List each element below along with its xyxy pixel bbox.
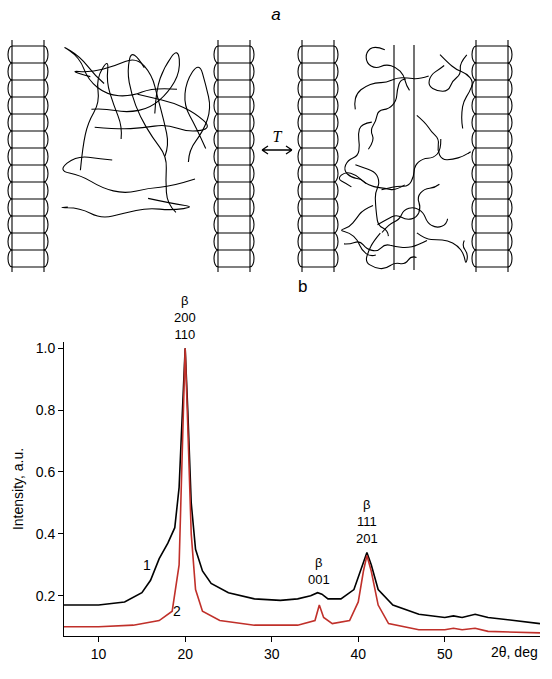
svg-text:30: 30 — [264, 646, 280, 662]
svg-text:b: b — [298, 277, 307, 296]
svg-text:T: T — [273, 128, 283, 145]
svg-text:2: 2 — [173, 603, 181, 619]
svg-text:0.8: 0.8 — [36, 402, 56, 418]
svg-text:20: 20 — [177, 646, 193, 662]
svg-text:1: 1 — [143, 557, 151, 573]
svg-text:β001: β001 — [308, 555, 330, 587]
svg-text:β111201: β111201 — [356, 497, 378, 546]
svg-text:0.4: 0.4 — [36, 526, 56, 542]
svg-text:Intensity, a.u.: Intensity, a.u. — [10, 448, 26, 530]
svg-text:40: 40 — [350, 646, 366, 662]
svg-text:1.0: 1.0 — [36, 340, 56, 356]
svg-text:β200110: β200110 — [174, 293, 196, 342]
svg-text:0.6: 0.6 — [36, 464, 56, 480]
svg-text:a: a — [271, 5, 280, 24]
svg-text:0.2: 0.2 — [36, 588, 56, 604]
svg-text:50: 50 — [437, 646, 453, 662]
svg-text:2θ, deg: 2θ, deg — [491, 644, 538, 660]
svg-text:10: 10 — [91, 646, 107, 662]
